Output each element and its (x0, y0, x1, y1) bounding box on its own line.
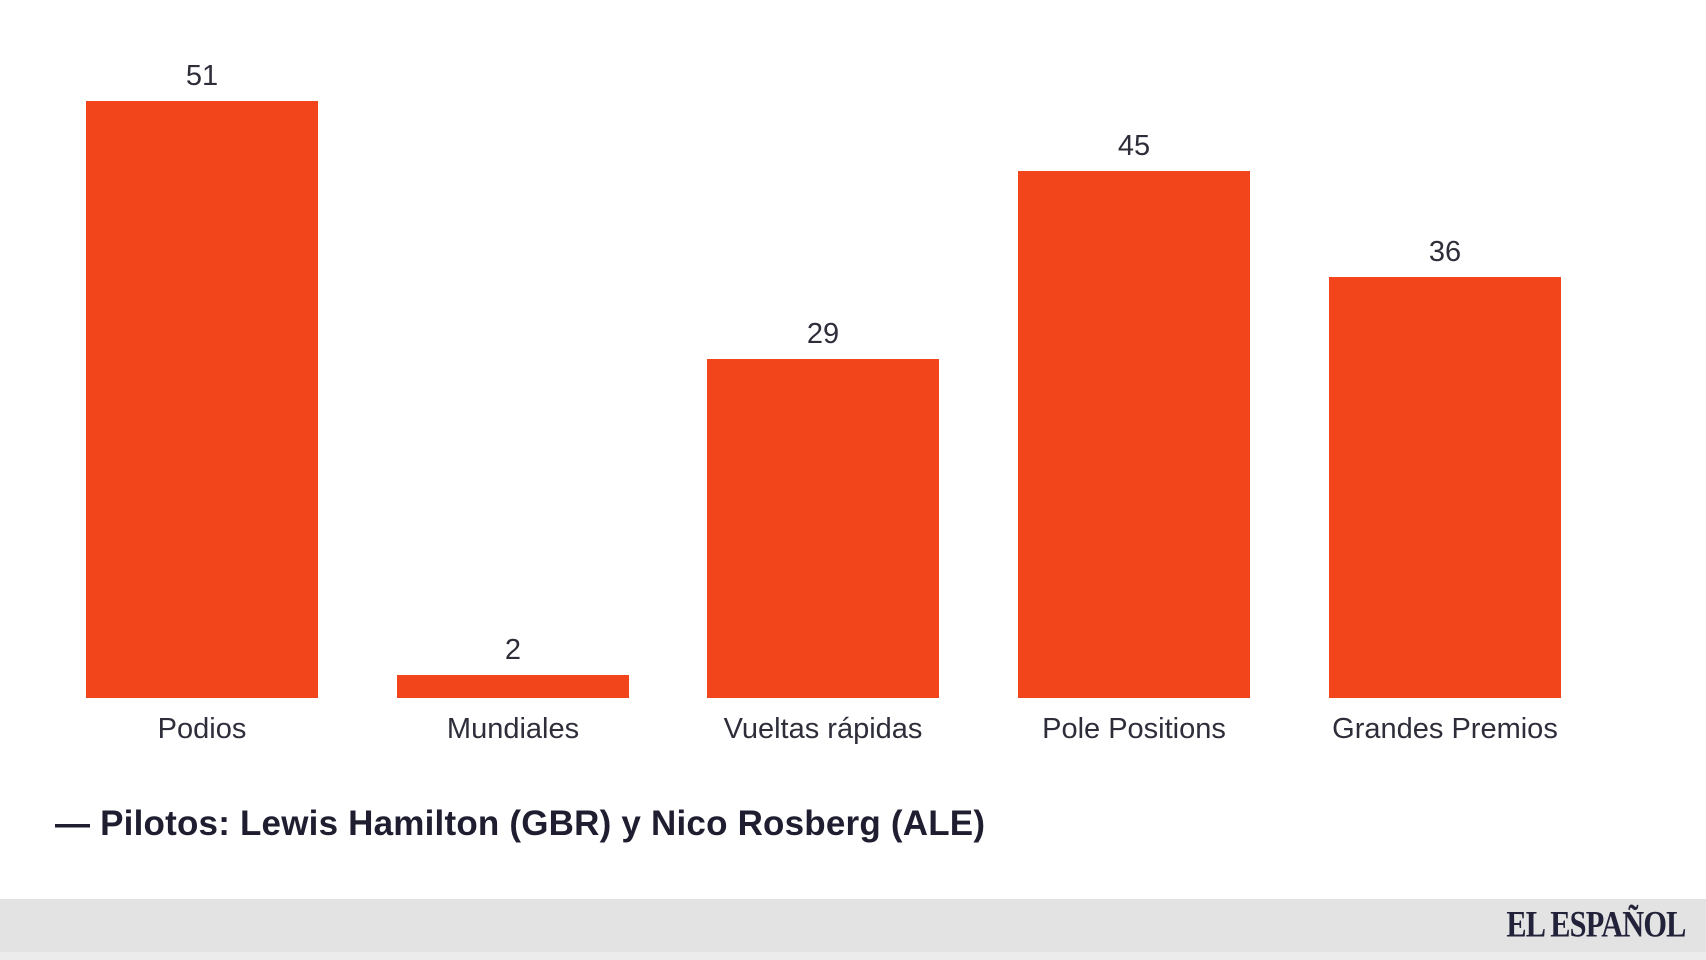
footer-band: EL ESPAÑOL (0, 899, 1706, 952)
bar-2 (707, 359, 939, 698)
bar-category-label: Pole Positions (1042, 713, 1226, 745)
bar-value-label: 45 (1117, 130, 1151, 162)
bar-category-label: Podios (157, 713, 247, 745)
bar-category-label: Mundiales (446, 713, 580, 745)
bar-category-label: Vueltas rápidas (723, 713, 923, 745)
footer-strip (0, 952, 1706, 960)
bar-value-label: 2 (504, 634, 522, 666)
bar-value-label: 36 (1428, 236, 1462, 268)
bar-1 (397, 675, 629, 698)
chart-caption: — Pilotos: Lewis Hamilton (GBR) y Nico R… (55, 804, 986, 843)
bar-category-label: Grandes Premios (1332, 713, 1558, 745)
el-espanol-logo: EL ESPAÑOL (1506, 904, 1687, 946)
bar-0 (86, 101, 318, 698)
bar-value-label: 51 (185, 60, 219, 92)
bar-4 (1329, 277, 1561, 698)
bar-3 (1018, 171, 1250, 698)
bar-value-label: 29 (806, 318, 840, 350)
